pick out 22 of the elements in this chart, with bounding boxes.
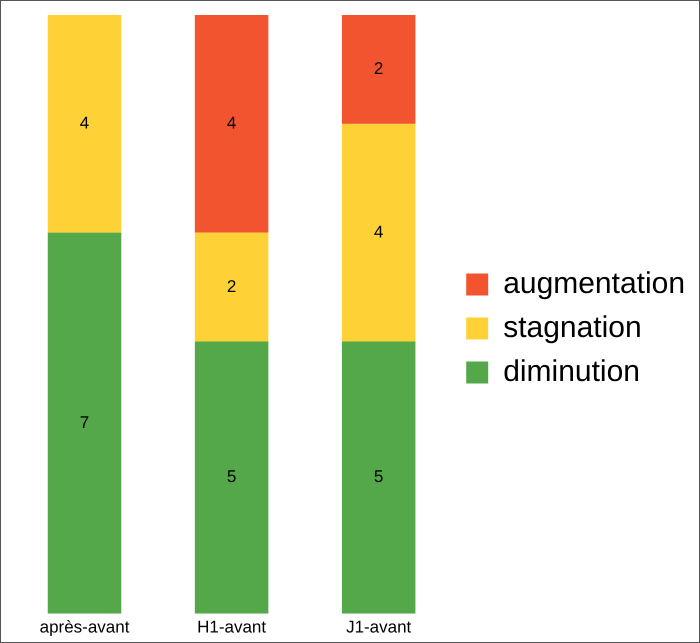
data-label: 4 — [374, 222, 384, 242]
bar — [194, 232, 268, 342]
legend-label: stagnation — [503, 310, 642, 344]
data-label: 2 — [374, 59, 384, 78]
data-label: 2 — [226, 276, 236, 296]
bar — [342, 15, 416, 124]
data-label: 7 — [80, 412, 90, 432]
x-tick-label: après-avant — [40, 617, 130, 636]
bar — [194, 342, 268, 614]
x-tick-label: J1-avant — [346, 617, 412, 636]
bar — [48, 15, 122, 233]
data-label: 5 — [226, 467, 236, 486]
data-label: 5 — [374, 467, 384, 486]
data-label: 4 — [80, 114, 90, 133]
bar — [194, 15, 268, 233]
bar — [48, 232, 122, 614]
x-tick-label: H1-avant — [197, 617, 266, 636]
legend-label: diminution — [503, 354, 640, 388]
data-label: 4 — [226, 114, 236, 133]
bar — [342, 124, 416, 342]
bar — [342, 342, 416, 614]
legend-label: augmentation — [503, 266, 686, 300]
